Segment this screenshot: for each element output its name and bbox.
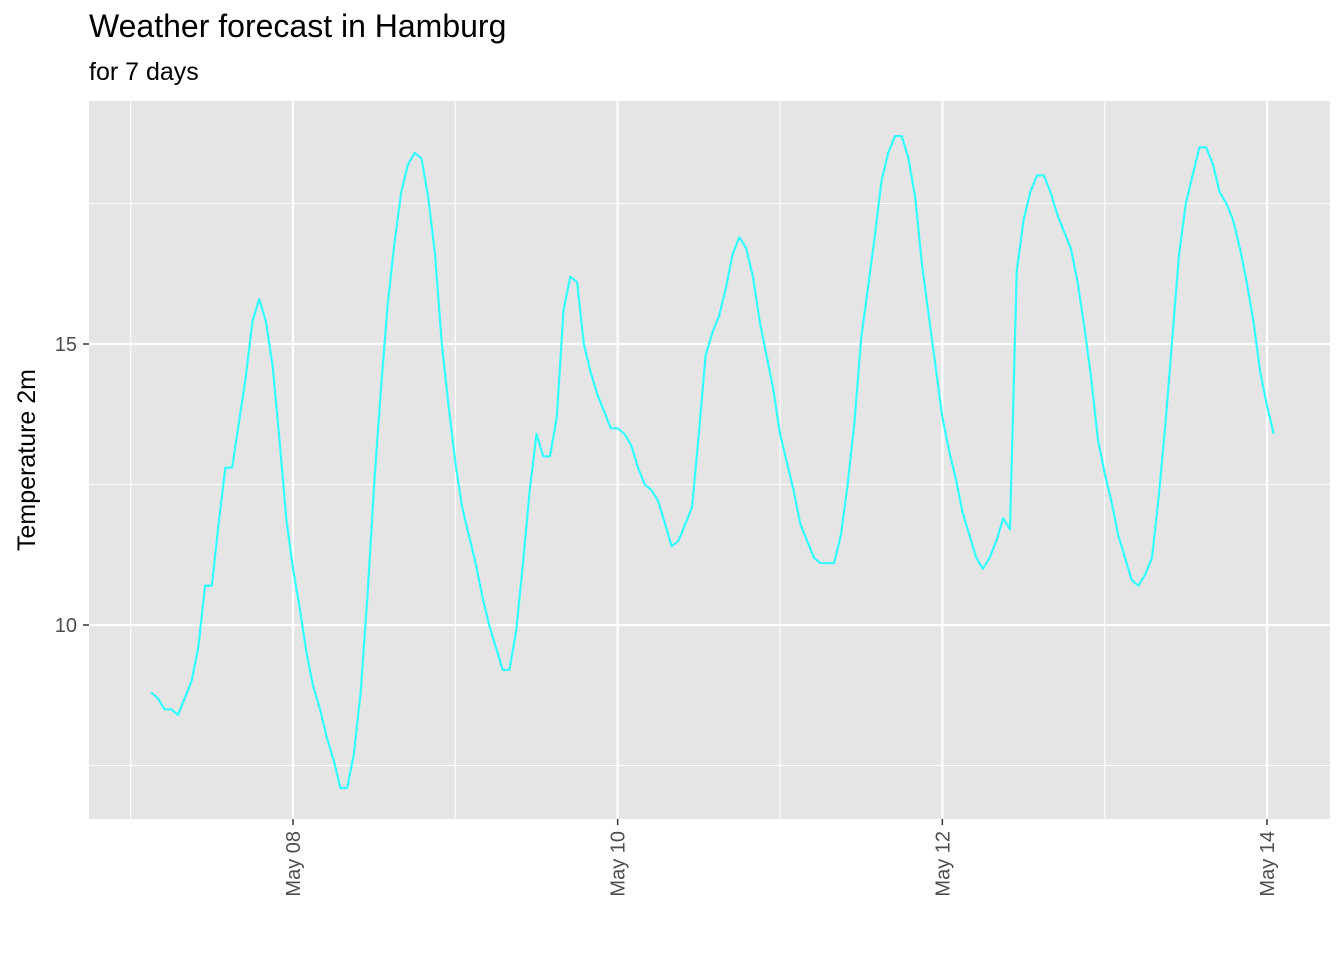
major-gridlines bbox=[89, 101, 1330, 819]
y-tick-label: 10 bbox=[55, 615, 77, 637]
x-axis-tick-labels: May 08 May 10 May 12 May 14 bbox=[283, 831, 1279, 897]
temperature-series-line bbox=[150, 134, 1275, 790]
y-tick-label: 15 bbox=[55, 334, 77, 356]
plot-panel bbox=[89, 101, 1330, 819]
chart-title: Weather forecast in Hamburg bbox=[89, 8, 507, 44]
chart-subtitle: for 7 days bbox=[89, 58, 199, 86]
axis-ticks bbox=[83, 343, 1268, 825]
x-tick-label: May 10 bbox=[608, 831, 630, 897]
y-axis-tick-labels: 10 15 bbox=[55, 334, 77, 637]
x-tick-label: May 12 bbox=[932, 831, 954, 897]
minor-gridlines bbox=[89, 101, 1330, 819]
x-tick-label: May 14 bbox=[1257, 831, 1279, 897]
y-axis-title: Temperature 2m bbox=[13, 369, 41, 551]
x-tick-label: May 08 bbox=[283, 831, 305, 897]
